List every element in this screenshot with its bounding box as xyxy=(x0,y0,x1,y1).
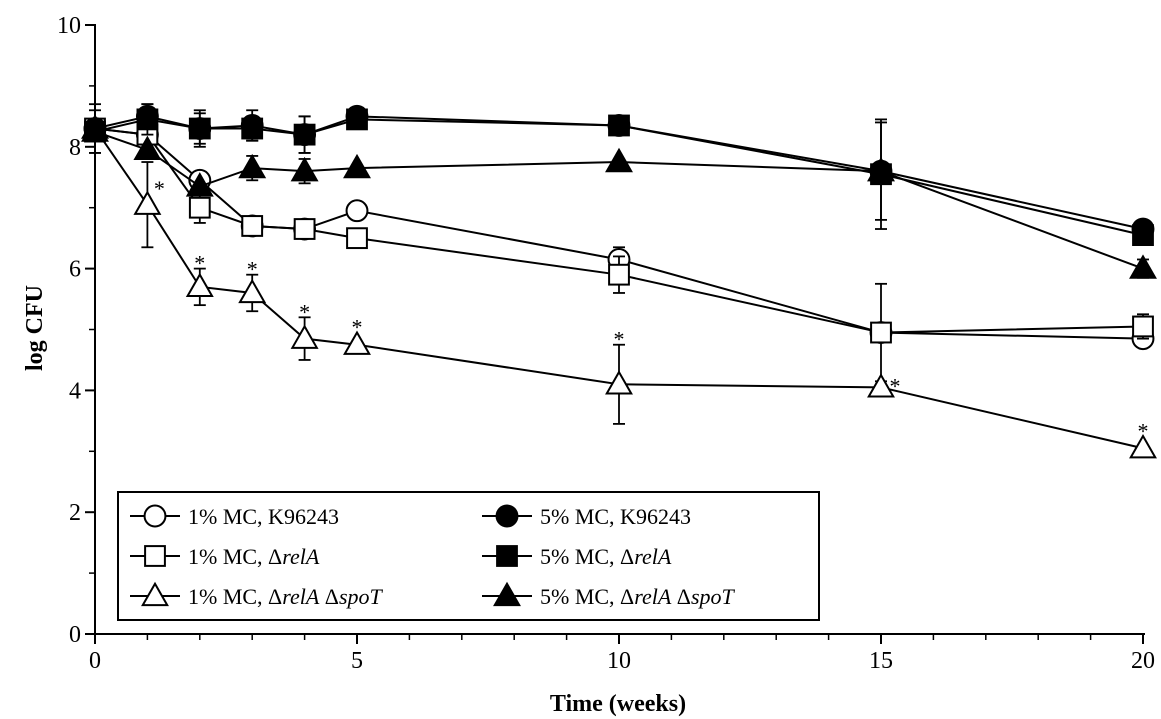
x-tick-label: 5 xyxy=(351,648,363,674)
data-point xyxy=(241,215,264,237)
x-tick-label: 15 xyxy=(869,648,893,674)
y-tick-label: 8 xyxy=(69,135,81,161)
data-point xyxy=(867,156,895,182)
data-point xyxy=(346,227,368,250)
data-point xyxy=(293,123,316,146)
legend-item: 1% MC, K96243 xyxy=(130,504,339,529)
y-tick-label: 2 xyxy=(69,500,81,526)
data-point xyxy=(81,117,109,142)
legend-marker xyxy=(493,581,521,607)
legend-label: 5% MC, K96243 xyxy=(540,504,691,529)
data-point xyxy=(238,278,267,304)
data-point xyxy=(241,117,264,140)
data-point xyxy=(133,135,162,161)
data-point xyxy=(343,330,371,355)
legend-marker xyxy=(143,504,167,528)
legend-marker xyxy=(496,545,518,567)
series-c5 xyxy=(84,103,1154,247)
significance-star: * xyxy=(299,299,310,324)
data-point xyxy=(1129,254,1157,279)
x-tick-label: 10 xyxy=(607,648,631,674)
data-point xyxy=(605,147,633,173)
series-c6 xyxy=(81,117,1157,279)
data-point xyxy=(1129,433,1157,459)
legend-label: 1% MC, ΔrelA ΔspoT xyxy=(188,584,383,609)
legend-marker xyxy=(144,545,166,567)
x-tick-label: 20 xyxy=(1131,648,1155,674)
legend-item: 1% MC, ΔrelA ΔspoT xyxy=(130,581,383,609)
data-point xyxy=(293,218,316,240)
data-point xyxy=(605,370,633,395)
legend-marker xyxy=(141,581,169,607)
series-c2 xyxy=(84,117,1154,383)
data-point xyxy=(185,172,214,197)
data-point xyxy=(608,263,630,286)
significance-star: * xyxy=(352,315,363,340)
data-point xyxy=(1132,315,1154,338)
data-point xyxy=(185,272,214,298)
x-axis-title: Time (weeks) xyxy=(550,691,686,717)
significance-star: * xyxy=(1138,418,1149,443)
y-tick-label: 10 xyxy=(57,13,81,39)
significance-star: * xyxy=(247,257,258,282)
legend-item: 1% MC, ΔrelA xyxy=(130,544,320,569)
series-layer: * * * * * * * * xyxy=(81,103,1157,459)
data-point xyxy=(133,190,162,215)
legend-item: 5% MC, ΔrelA ΔspoT xyxy=(482,581,735,609)
data-point xyxy=(346,108,368,131)
data-point xyxy=(608,114,630,137)
significance-star: * xyxy=(154,176,165,201)
data-point xyxy=(290,324,319,349)
legend-label: 5% MC, ΔrelA ΔspoT xyxy=(540,584,735,609)
legend-box xyxy=(117,491,820,621)
significance-star: * xyxy=(194,251,205,276)
data-point xyxy=(870,321,892,344)
legend-item: 5% MC, K96243 xyxy=(482,504,691,529)
y-tick-label: 6 xyxy=(69,257,81,283)
data-point xyxy=(136,108,159,131)
y-tick-label: 0 xyxy=(69,622,81,648)
legend-item: 5% MC, ΔrelA xyxy=(482,544,672,569)
data-point xyxy=(290,156,319,182)
y-tick-label: 4 xyxy=(69,378,81,404)
legend: 1% MC, K96243 1% MC, ΔrelA 1% MC, ΔrelA Δs… xyxy=(117,491,820,621)
legend-marker xyxy=(495,504,519,528)
data-point xyxy=(345,199,369,223)
legend-label: 1% MC, ΔrelA xyxy=(188,544,320,569)
significance-star: * xyxy=(614,327,625,352)
x-tick-label: 0 xyxy=(89,648,101,674)
data-point xyxy=(238,153,267,179)
significance-star: * xyxy=(890,373,901,398)
y-axis-title: log CFU xyxy=(22,285,48,371)
legend-label: 1% MC, K96243 xyxy=(188,504,339,529)
data-point xyxy=(188,196,211,219)
data-point xyxy=(1132,224,1154,247)
data-point xyxy=(188,117,211,140)
data-point xyxy=(343,153,371,179)
axes: 0 5 10 15 20 0 2 4 6 8 10 xyxy=(57,13,1155,674)
legend-label: 5% MC, ΔrelA xyxy=(540,544,672,569)
data-point xyxy=(867,373,895,398)
